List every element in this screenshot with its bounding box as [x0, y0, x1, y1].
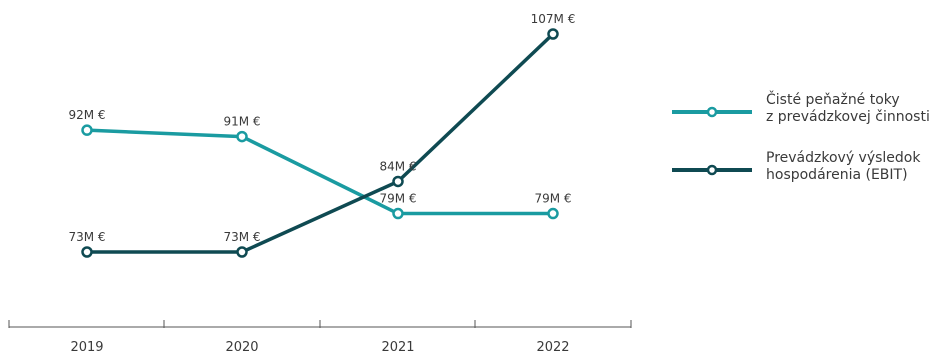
series-line-1 [85, 32, 555, 254]
x-tick-label: 2020 [225, 340, 258, 355]
data-label: 79M € [379, 192, 416, 206]
data-label: 84M € [379, 159, 416, 173]
data-point [236, 130, 248, 143]
legend-swatch-ebit [672, 164, 752, 176]
x-tick-label: 2021 [381, 340, 414, 355]
data-label: 92M € [68, 108, 105, 122]
data-labels: 92M € 91M € 79M € 79M € 73M € 73M € 84M € 107M … [68, 12, 575, 244]
data-point [81, 124, 93, 136]
data-label: 73M € [223, 230, 260, 244]
legend-label-line-1: Prevádzkový výsledok [766, 150, 921, 166]
legend-swatch-cash-flow [672, 106, 752, 118]
legend-label-line-2: z prevádzkovej činnosti [766, 109, 930, 125]
series-markers [81, 28, 559, 258]
legend-item-cash-flow: Čisté peňažné toky z prevádzkovej činnos… [672, 92, 931, 150]
data-label: 91M € [223, 115, 260, 129]
x-tick-label: 2019 [70, 340, 103, 355]
data-label: 107M € [531, 12, 576, 26]
data-point [547, 207, 559, 220]
data-point [392, 175, 404, 188]
legend-item-ebit: Prevádzkový výsledok hospodárenia (EBIT) [672, 150, 931, 208]
x-axis: 2019 2020 2021 2022 [8, 320, 632, 355]
legend-label-cash-flow: Čisté peňažné toky z prevádzkovej činnos… [766, 92, 931, 126]
legend-swatch-marker [706, 106, 718, 118]
data-point [392, 207, 404, 220]
data-point [81, 246, 93, 258]
data-label: 79M € [534, 192, 571, 206]
series-line-0 [85, 128, 555, 216]
legend-label-line-2: hospodárenia (EBIT) [766, 167, 908, 183]
data-label: 73M € [68, 230, 105, 244]
legend-label-ebit: Prevádzkový výsledok hospodárenia (EBIT) [766, 150, 931, 184]
series-lines [85, 32, 555, 254]
legend-swatch-marker [706, 164, 718, 176]
data-point [236, 246, 248, 258]
x-tick-label: 2022 [536, 340, 569, 355]
legend: Čisté peňažné toky z prevádzkovej činnos… [672, 92, 931, 208]
legend-label-line-1: Čisté peňažné toky [766, 92, 900, 108]
data-point [547, 28, 559, 40]
